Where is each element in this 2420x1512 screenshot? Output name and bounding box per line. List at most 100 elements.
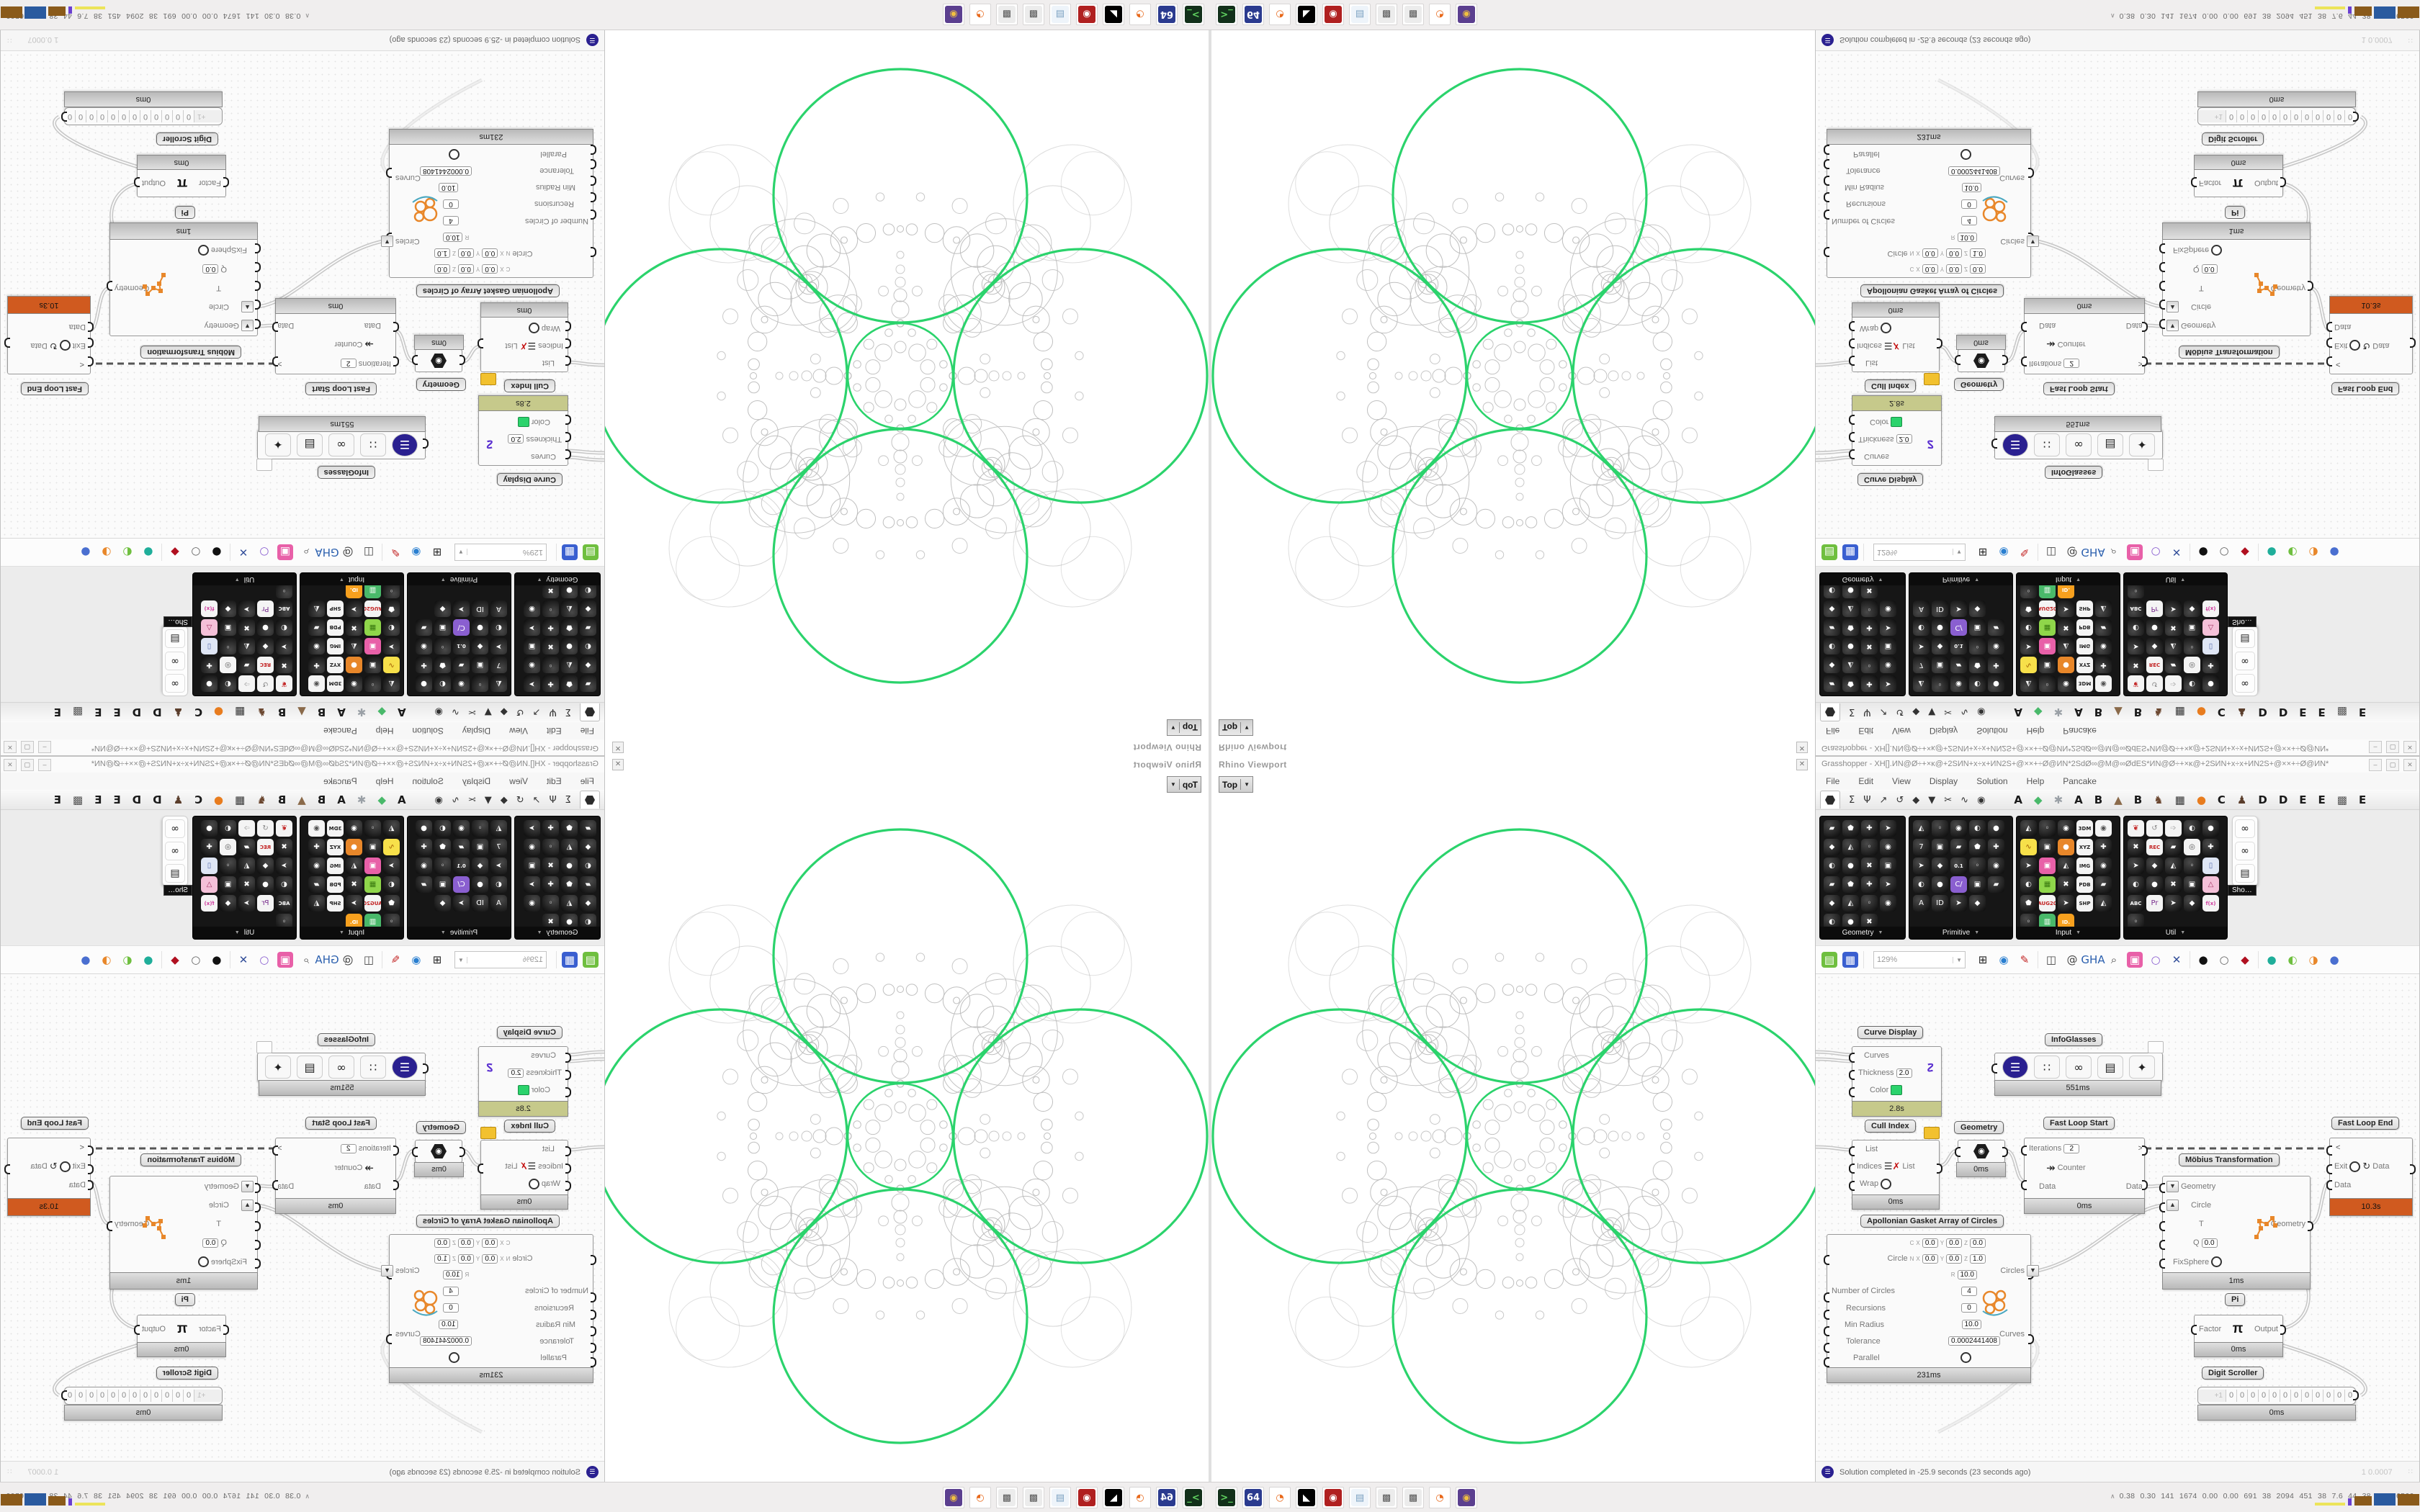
- thickness-value[interactable]: 2.0: [508, 1068, 524, 1078]
- port-recursions-in[interactable]: [1824, 1310, 1829, 1320]
- category-tab[interactable]: D: [153, 706, 162, 719]
- maximize-button[interactable]: ▢: [21, 741, 34, 753]
- node-label-pi[interactable]: Pi: [174, 206, 195, 219]
- component-icon[interactable]: 7: [490, 657, 507, 673]
- component-icon[interactable]: 0.1: [453, 638, 470, 654]
- toolbar-icon[interactable]: ●: [2329, 546, 2339, 559]
- taskbar-app-icon[interactable]: ◉: [1322, 4, 1344, 25]
- q-value[interactable]: 0.0: [2201, 1238, 2218, 1248]
- close-button[interactable]: ✕: [2403, 741, 2416, 753]
- category-icon[interactable]: ↺: [516, 706, 524, 718]
- thickness-value[interactable]: 2.0: [508, 434, 524, 444]
- component-icon[interactable]: ◉: [2058, 675, 2074, 692]
- component-icon[interactable]: f(x): [201, 600, 218, 617]
- node-label-moebius[interactable]: Möbius Transformation: [2179, 1153, 2280, 1166]
- toolbar-icon[interactable]: @: [2066, 953, 2078, 966]
- port-parallel-in[interactable]: [1824, 145, 1829, 155]
- component-icon[interactable]: ▣: [524, 858, 540, 874]
- component-icon[interactable]: ▰: [1824, 675, 1840, 692]
- node-fast-loop-end[interactable]: < Exit ↻ Data Data: [4, 1138, 94, 1200]
- category-tab[interactable]: B: [317, 793, 326, 806]
- category-tab[interactable]: C: [194, 706, 203, 719]
- port-tolerance-in[interactable]: [1824, 159, 1829, 169]
- component-icon[interactable]: ▣: [364, 638, 381, 654]
- menu-pancake[interactable]: Pancake: [2063, 726, 2097, 736]
- component-icon[interactable]: ◭: [1842, 600, 1859, 617]
- port-exit-in[interactable]: [2326, 338, 2332, 348]
- port-data-out[interactable]: [272, 322, 278, 332]
- toolbar-icon[interactable]: ✎: [390, 546, 400, 559]
- port-data-out[interactable]: [272, 1180, 278, 1190]
- palette-label[interactable]: Util ▼: [2124, 573, 2227, 585]
- component-icon[interactable]: ➤: [2165, 600, 2182, 617]
- component-icon[interactable]: ➤: [238, 600, 255, 617]
- component-icon[interactable]: ◭: [561, 839, 578, 855]
- component-icon[interactable]: ◭: [2058, 858, 2074, 874]
- component-icon[interactable]: ◭: [2095, 600, 2112, 617]
- component-icon[interactable]: ●: [2146, 619, 2163, 636]
- toolbar-icon[interactable]: ◑: [102, 953, 112, 966]
- node-fast-loop-start[interactable]: Iterations 2 > ↠ Counter Data Data: [2021, 1138, 2148, 1200]
- component-icon[interactable]: ▰: [1950, 839, 1967, 855]
- component-icon[interactable]: ▰: [580, 876, 596, 893]
- toolbar-icon[interactable]: ▦: [1842, 952, 1858, 968]
- taskbar-app-icon[interactable]: ▩: [1376, 1487, 1397, 1508]
- scroller-prefix[interactable]: +1: [2198, 1390, 2226, 1402]
- component-icon[interactable]: IMG: [2076, 858, 2093, 874]
- category-tab[interactable]: ●: [214, 706, 224, 719]
- node-label-cull-index[interactable]: Cull Index: [504, 379, 555, 392]
- component-icon[interactable]: ▰: [416, 876, 432, 893]
- component-icon[interactable]: 0.1: [1950, 638, 1967, 654]
- port-data-out[interactable]: [4, 338, 10, 348]
- component-icon[interactable]: ↺: [2146, 820, 2163, 837]
- taskbar-app-icon[interactable]: ◣: [1296, 4, 1317, 25]
- component-icon[interactable]: ◭: [383, 820, 400, 837]
- menu-edit[interactable]: Edit: [546, 776, 562, 786]
- c-y[interactable]: 0.0: [1946, 264, 1963, 274]
- component-icon[interactable]: ID: [1932, 600, 1948, 617]
- component-icon[interactable]: ➤: [383, 638, 400, 654]
- category-tab[interactable]: ●: [2196, 793, 2206, 806]
- component-icon[interactable]: ✖: [2165, 619, 2182, 636]
- category-tab[interactable]: E: [53, 706, 62, 719]
- component-icon[interactable]: ➤: [2020, 638, 2037, 654]
- recursions-value[interactable]: 0: [1961, 1303, 1977, 1313]
- component-icon[interactable]: ABC: [276, 600, 292, 617]
- component-icon[interactable]: ID: [1932, 895, 1948, 912]
- component-icon[interactable]: ◐: [2184, 820, 2200, 837]
- node-label-apollonian[interactable]: Apollonian Gasket Array of Circles: [1860, 1215, 2004, 1228]
- component-icon[interactable]: ◆: [1824, 895, 1840, 912]
- component-icon[interactable]: ABC: [276, 895, 292, 912]
- min-radius-value[interactable]: 10.0: [1961, 1320, 1981, 1329]
- category-tab[interactable]: ♞: [2154, 793, 2164, 806]
- menu-view[interactable]: View: [509, 776, 528, 786]
- thickness-value[interactable]: 2.0: [1896, 434, 1912, 444]
- toolbar-icon[interactable]: ◐: [122, 546, 133, 559]
- component-icon[interactable]: ▰: [580, 675, 596, 692]
- scroller-digit[interactable]: 0: [140, 1390, 151, 1402]
- palette-label[interactable]: Input ▼: [2017, 573, 2120, 585]
- component-icon[interactable]: ✖: [346, 619, 362, 636]
- component-icon[interactable]: ✖: [2058, 876, 2074, 893]
- iterations-value[interactable]: 2: [340, 359, 357, 369]
- component-icon[interactable]: ⬟: [1969, 839, 1986, 855]
- category-icon[interactable]: ∿: [1960, 794, 1969, 806]
- tab-params-selected[interactable]: [580, 703, 600, 721]
- c-x[interactable]: 0.0: [1922, 1238, 1938, 1248]
- component-icon[interactable]: ◉: [524, 839, 540, 855]
- category-tab[interactable]: A: [337, 793, 346, 806]
- graft-button[interactable]: ▲: [241, 301, 254, 312]
- component-icon[interactable]: ●: [2146, 876, 2163, 893]
- tolerance-value[interactable]: 0.0002441408: [420, 166, 472, 176]
- component-icon[interactable]: ✖: [2128, 839, 2144, 855]
- rhino-viewport-panel[interactable]: Rhino Viewport ✕ Top ▼: [604, 756, 1210, 1482]
- node-label-geometry[interactable]: Geometry: [416, 1121, 466, 1134]
- component-icon[interactable]: ➤: [490, 638, 507, 654]
- toolbar-icon[interactable]: ▣: [277, 544, 293, 560]
- port-loop-in[interactable]: [2326, 356, 2332, 366]
- component-icon[interactable]: ▰: [238, 839, 255, 855]
- category-tab[interactable]: ♞: [2154, 706, 2164, 719]
- category-tab[interactable]: B: [2094, 793, 2103, 806]
- component-icon[interactable]: ▰: [416, 619, 432, 636]
- infoglasses-icon[interactable]: ☰: [392, 433, 418, 456]
